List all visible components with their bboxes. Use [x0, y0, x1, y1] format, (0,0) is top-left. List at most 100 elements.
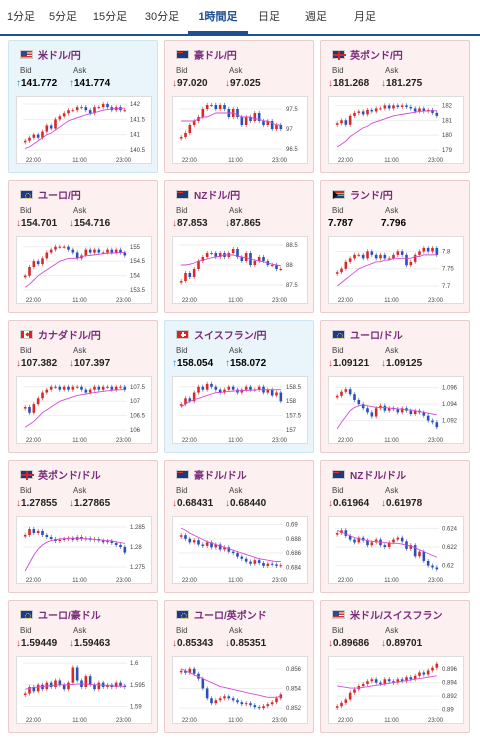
pair-title[interactable]: スイスフラン/円: [176, 327, 267, 342]
candle: [370, 251, 374, 255]
candle: [88, 389, 92, 393]
x-tick-label: 22:00: [182, 438, 198, 444]
candle: [270, 265, 274, 266]
price-chart[interactable]: 182 181 180 179 22:00 11:00 23:00: [328, 96, 464, 164]
candle: [270, 389, 274, 396]
pair-name[interactable]: 豪ドル/ドル: [194, 470, 247, 482]
ask-value: ↓1.27865: [69, 498, 111, 509]
price-chart[interactable]: 97.5 97 96.5 22:00 11:00 23:00: [172, 96, 308, 164]
pair-name[interactable]: 米ドル/円: [38, 50, 81, 62]
candle: [106, 386, 109, 388]
ask-label: Ask: [385, 486, 399, 495]
pair-title[interactable]: ユーロ/豪ドル: [20, 607, 101, 622]
pair-title[interactable]: NZドル/円: [176, 187, 241, 202]
pair-name[interactable]: スイスフラン/円: [194, 330, 267, 342]
arrow-down-icon: ↓: [172, 498, 177, 509]
pair-name[interactable]: ユーロ/豪ドル: [38, 610, 101, 622]
pair-name[interactable]: ユーロ/英ポンド: [194, 610, 267, 622]
pair-title[interactable]: 英ポンド/円: [332, 47, 403, 62]
tab-8[interactable]: 月足: [354, 11, 376, 23]
price-chart[interactable]: 7.8 7.75 7.7 22:00 11:00 23:00: [328, 236, 464, 304]
tab-2[interactable]: 5分足: [48, 11, 78, 23]
pair-name[interactable]: NZドル/円: [194, 190, 241, 202]
pair-title[interactable]: ユーロ/ドル: [332, 327, 403, 342]
pair-title[interactable]: 英ポンド/ドル: [20, 467, 101, 482]
price-chart[interactable]: 158.5 158 157.5 157 22:00 11:00 23:00: [172, 376, 308, 444]
tab-7[interactable]: 週足: [305, 11, 327, 23]
tab-6[interactable]: 日足: [258, 11, 280, 23]
candle: [348, 258, 352, 262]
price-chart[interactable]: 1.6 1.595 1.59 22:00 11:00 23:00: [16, 656, 152, 724]
currency-card[interactable]: 米ドル/円 Bid Ask ↑141.772 ↑141.774 142 141.5…: [8, 40, 158, 173]
candle: [353, 539, 356, 543]
candle: [67, 386, 70, 390]
arrow-down-icon: ↓: [381, 638, 386, 649]
pair-name[interactable]: 英ポンド/ドル: [38, 470, 101, 482]
candle: [392, 408, 395, 410]
pair-name[interactable]: 豪ドル/円: [194, 50, 237, 62]
price-chart[interactable]: 1.285 1.28 1.275 22:00 11:00 23:00: [16, 516, 152, 584]
candle: [262, 257, 265, 261]
pair-title[interactable]: 豪ドル/ドル: [176, 467, 247, 482]
currency-card[interactable]: 豪ドル/ドル Bid Ask ↓0.68431 ↓0.68440 0.69 0.6…: [164, 460, 314, 593]
tab-3[interactable]: 15分足: [92, 11, 128, 23]
candle: [71, 110, 75, 112]
pair-name[interactable]: ユーロ/ドル: [350, 330, 403, 342]
y-tick-label: 0.62: [442, 564, 454, 570]
pair-name[interactable]: ランド/円: [350, 190, 393, 202]
price-chart[interactable]: 142 141.5 141 140.5 22:00 11:00 23:00: [16, 96, 152, 164]
pair-title[interactable]: 米ドル/円: [20, 47, 81, 62]
candle: [405, 105, 408, 107]
pair-title[interactable]: 豪ドル/円: [176, 47, 237, 62]
price-chart[interactable]: 0.896 0.894 0.892 0.89 22:00 11:00 23:00: [328, 656, 464, 724]
pair-name[interactable]: カナダドル/円: [38, 330, 101, 342]
candle: [123, 252, 127, 256]
pair-title[interactable]: ランド/円: [332, 187, 393, 202]
currency-card[interactable]: スイスフラン/円 Bid Ask ↑158.054 ↑158.072 158.5…: [164, 320, 314, 453]
currency-card[interactable]: 豪ドル/円 Bid Ask ↓97.020 ↓97.025 97.5 97 96.5…: [164, 40, 314, 173]
candle: [366, 251, 369, 259]
price-chart[interactable]: 0.624 0.622 0.62 22:00 11:00 23:00: [328, 516, 464, 584]
pair-title[interactable]: NZドル/ドル: [332, 467, 407, 482]
candle: [36, 261, 40, 265]
currency-card[interactable]: NZドル/円 Bid Ask ↓87.853 ↓87.865 88.5 88 87.…: [164, 180, 314, 313]
price-chart[interactable]: 1.096 1.094 1.092 22:00 11:00 23:00: [328, 376, 464, 444]
pair-title[interactable]: 米ドル/スイスフラン: [332, 607, 443, 622]
tab-1[interactable]: 1分足: [6, 11, 36, 23]
candle: [431, 667, 434, 671]
pair-title[interactable]: ユーロ/英ポンド: [176, 607, 267, 622]
moving-average-line: [24, 252, 125, 288]
currency-card[interactable]: ユーロ/円 Bid Ask ↓154.701 ↓154.716 155 154.5…: [8, 180, 158, 313]
currency-card[interactable]: 米ドル/スイスフラン Bid Ask ↓0.89686 ↓0.89701 0.8…: [320, 600, 470, 733]
tab-4[interactable]: 30分足: [144, 11, 180, 23]
currency-card[interactable]: ユーロ/ドル Bid Ask ↓1.09121 ↓1.09125 1.096 1.…: [320, 320, 470, 453]
pair-title[interactable]: ユーロ/円: [20, 187, 81, 202]
pair-name[interactable]: ユーロ/円: [38, 190, 81, 202]
currency-card[interactable]: 英ポンド/ドル Bid Ask ↓1.27855 ↓1.27865 1.285 1…: [8, 460, 158, 593]
candle: [422, 247, 426, 252]
currency-card[interactable]: ユーロ/英ポンド Bid Ask ↓0.85343 ↓0.85351 0.856…: [164, 600, 314, 733]
pair-name[interactable]: 英ポンド/円: [350, 50, 403, 62]
currency-card[interactable]: ユーロ/豪ドル Bid Ask ↓1.59449 ↓1.59463 1.6 1.5…: [8, 600, 158, 733]
candle: [84, 389, 88, 393]
currency-card[interactable]: カナダドル/円 Bid Ask ↓107.382 ↓107.397 107.5 1…: [8, 320, 158, 453]
currency-card[interactable]: NZドル/ドル Bid Ask ↓0.61964 ↓0.61978 0.624 0…: [320, 460, 470, 593]
price-chart[interactable]: 0.69 0.688 0.686 0.684 22:00 11:00 23:00: [172, 516, 308, 584]
price-chart[interactable]: 88.5 88 87.5 22:00 11:00 23:00: [172, 236, 308, 304]
chart-svg: 0.69 0.688 0.686 0.684 22:00 11:00 23:00: [179, 523, 302, 584]
flag-icon: [332, 609, 345, 619]
x-tick-label: 11:00: [72, 298, 87, 304]
pair-name[interactable]: 米ドル/スイスフラン: [350, 610, 443, 622]
ask-value: ↓181.275: [381, 78, 423, 89]
flag-icon: [332, 49, 346, 60]
y-tick-label: 181: [442, 118, 453, 124]
price-chart[interactable]: 155 154.5 154 153.5 22:00 11:00 23:00: [16, 236, 152, 304]
price-chart[interactable]: 0.856 0.854 0.852 22:00 11:00 23:00: [172, 656, 308, 724]
currency-card[interactable]: 英ポンド/円 Bid Ask ↓181.268 ↓181.275 182 181 1…: [320, 40, 470, 173]
candle: [435, 247, 439, 255]
pair-title[interactable]: カナダドル/円: [20, 327, 101, 342]
currency-card[interactable]: ランド/円 Bid Ask 7.787 7.796 7.8 7.75 7.7 22:0…: [320, 180, 470, 313]
price-chart[interactable]: 107.5 107 106.5 106 22:00 11:00 23:00: [16, 376, 152, 444]
pair-name[interactable]: NZドル/ドル: [350, 470, 407, 482]
tab-5[interactable]: 1時間足: [188, 0, 248, 34]
